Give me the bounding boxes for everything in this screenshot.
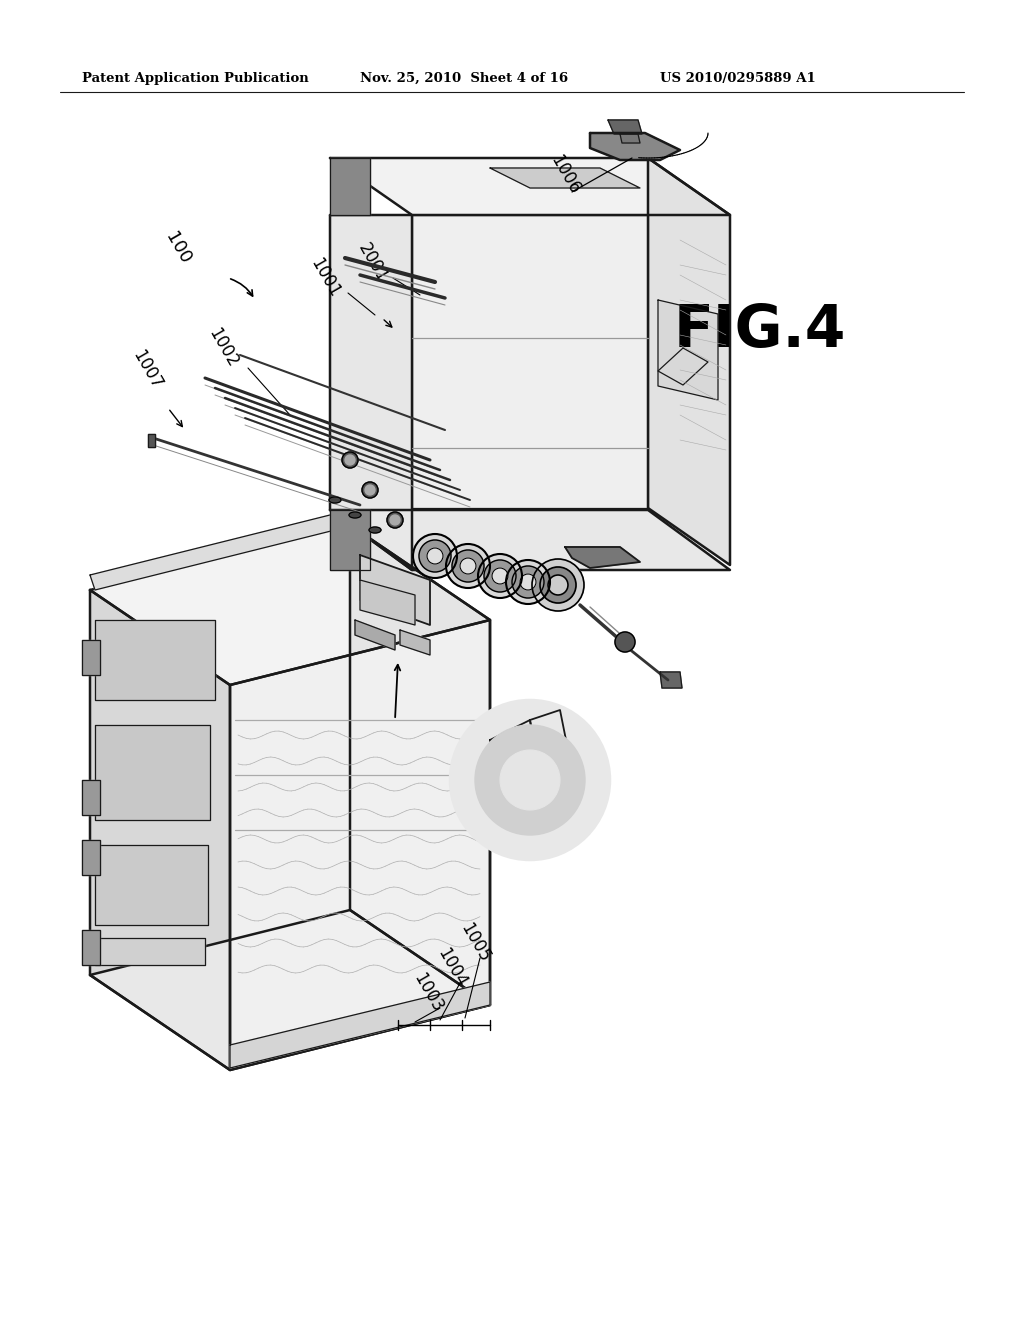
Circle shape	[345, 455, 355, 465]
Circle shape	[484, 560, 516, 591]
Text: 1001: 1001	[306, 255, 343, 301]
Text: 1005: 1005	[457, 920, 494, 966]
Circle shape	[452, 550, 484, 582]
Polygon shape	[620, 135, 640, 143]
Polygon shape	[82, 931, 100, 965]
Circle shape	[460, 558, 476, 574]
Circle shape	[615, 632, 635, 652]
Circle shape	[512, 566, 544, 598]
Ellipse shape	[369, 527, 381, 533]
Circle shape	[390, 515, 400, 525]
Circle shape	[427, 548, 443, 564]
Polygon shape	[360, 579, 415, 624]
Polygon shape	[230, 982, 490, 1068]
Polygon shape	[330, 215, 412, 570]
Polygon shape	[82, 640, 100, 675]
Circle shape	[540, 568, 575, 603]
Polygon shape	[90, 909, 490, 1071]
Circle shape	[475, 725, 585, 836]
Polygon shape	[95, 939, 205, 965]
Polygon shape	[565, 546, 640, 568]
Circle shape	[520, 574, 536, 590]
Polygon shape	[490, 168, 640, 187]
Polygon shape	[90, 590, 230, 1071]
Text: 1004: 1004	[434, 945, 470, 991]
Polygon shape	[90, 510, 355, 590]
Circle shape	[342, 451, 358, 469]
Polygon shape	[590, 133, 680, 160]
Polygon shape	[660, 672, 682, 688]
Polygon shape	[95, 845, 208, 925]
Text: FIG.4: FIG.4	[674, 301, 846, 359]
Circle shape	[419, 540, 451, 572]
Polygon shape	[90, 525, 490, 685]
Polygon shape	[82, 840, 100, 875]
Polygon shape	[490, 719, 540, 800]
Circle shape	[362, 482, 378, 498]
Text: 1003: 1003	[410, 970, 446, 1016]
Circle shape	[365, 484, 375, 495]
Polygon shape	[82, 780, 100, 814]
Circle shape	[387, 512, 403, 528]
Polygon shape	[95, 725, 210, 820]
Ellipse shape	[329, 498, 341, 503]
Circle shape	[532, 558, 584, 611]
Circle shape	[446, 544, 490, 587]
Circle shape	[492, 568, 508, 583]
Circle shape	[548, 576, 568, 595]
Polygon shape	[230, 620, 490, 1071]
Polygon shape	[658, 348, 708, 385]
Text: Patent Application Publication: Patent Application Publication	[82, 73, 309, 84]
Polygon shape	[400, 630, 430, 655]
Polygon shape	[360, 554, 430, 624]
Ellipse shape	[349, 512, 361, 517]
Text: 1007: 1007	[129, 347, 165, 393]
Polygon shape	[330, 510, 370, 570]
Text: US 2010/0295889 A1: US 2010/0295889 A1	[660, 73, 816, 84]
Text: 2001: 2001	[354, 240, 391, 286]
Polygon shape	[608, 120, 642, 135]
Text: 1006: 1006	[547, 152, 584, 198]
Polygon shape	[330, 158, 730, 215]
Polygon shape	[355, 620, 395, 649]
Circle shape	[450, 700, 610, 861]
Circle shape	[413, 535, 457, 578]
Polygon shape	[350, 525, 490, 1005]
Polygon shape	[95, 620, 215, 700]
Circle shape	[506, 560, 550, 605]
Circle shape	[478, 554, 522, 598]
Text: Nov. 25, 2010  Sheet 4 of 16: Nov. 25, 2010 Sheet 4 of 16	[360, 73, 568, 84]
Circle shape	[500, 750, 560, 810]
Polygon shape	[148, 434, 155, 447]
Polygon shape	[658, 300, 718, 400]
Polygon shape	[330, 510, 730, 570]
Text: 100: 100	[162, 228, 195, 267]
Polygon shape	[648, 158, 730, 565]
Polygon shape	[530, 710, 570, 780]
Text: 1002: 1002	[205, 325, 242, 371]
Polygon shape	[412, 215, 648, 508]
Polygon shape	[330, 158, 370, 215]
